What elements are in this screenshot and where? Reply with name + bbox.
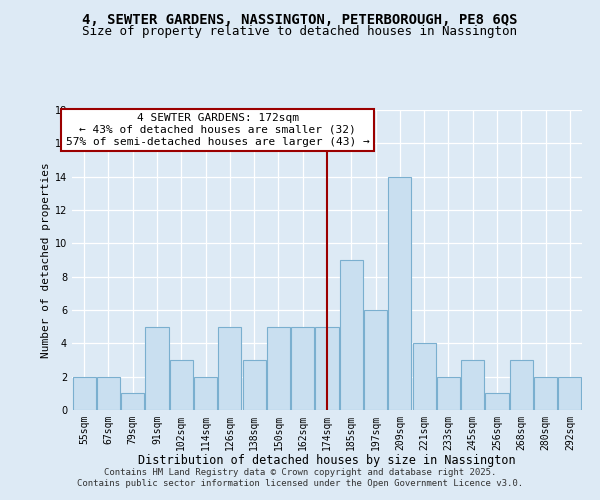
Bar <box>218 326 241 410</box>
Text: Contains HM Land Registry data © Crown copyright and database right 2025.
Contai: Contains HM Land Registry data © Crown c… <box>77 468 523 487</box>
Text: 4 SEWTER GARDENS: 172sqm
← 43% of detached houses are smaller (32)
57% of semi-d: 4 SEWTER GARDENS: 172sqm ← 43% of detach… <box>66 114 370 146</box>
X-axis label: Distribution of detached houses by size in Nassington: Distribution of detached houses by size … <box>138 454 516 468</box>
Bar <box>559 376 581 410</box>
Bar <box>73 376 95 410</box>
Bar <box>413 344 436 410</box>
Text: Size of property relative to detached houses in Nassington: Size of property relative to detached ho… <box>83 25 517 38</box>
Bar <box>121 394 144 410</box>
Bar <box>534 376 557 410</box>
Bar <box>194 376 217 410</box>
Bar <box>170 360 193 410</box>
Bar <box>437 376 460 410</box>
Bar <box>388 176 412 410</box>
Text: 4, SEWTER GARDENS, NASSINGTON, PETERBOROUGH, PE8 6QS: 4, SEWTER GARDENS, NASSINGTON, PETERBORO… <box>82 12 518 26</box>
Bar <box>316 326 338 410</box>
Bar <box>340 260 363 410</box>
Bar <box>485 394 509 410</box>
Bar <box>291 326 314 410</box>
Y-axis label: Number of detached properties: Number of detached properties <box>41 162 50 358</box>
Bar <box>97 376 120 410</box>
Bar <box>267 326 290 410</box>
Bar <box>145 326 169 410</box>
Bar <box>364 310 387 410</box>
Bar <box>242 360 266 410</box>
Bar <box>510 360 533 410</box>
Bar <box>461 360 484 410</box>
